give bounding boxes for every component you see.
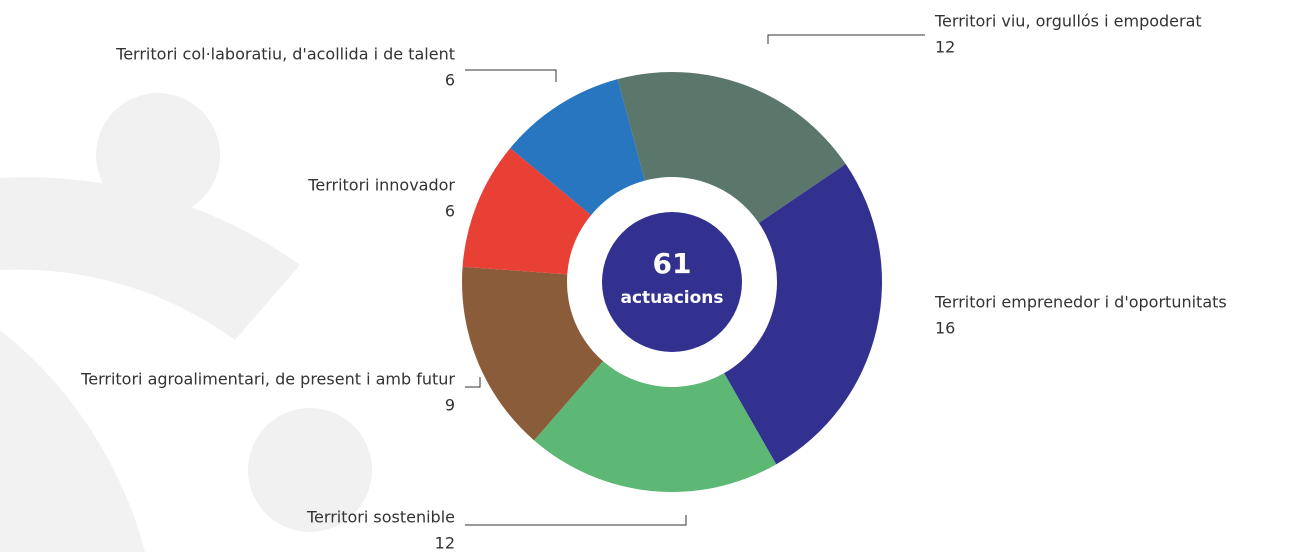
slice-value: 12 xyxy=(935,38,955,57)
background-decoration xyxy=(0,93,372,552)
center-circle xyxy=(602,212,742,352)
slice-label: Territori emprenedor i d'oportunitats xyxy=(934,293,1227,312)
chart: 61 actuacions Territori viu, orgullós i … xyxy=(0,0,1290,552)
total: 61 xyxy=(653,247,692,280)
slice-label: Territori viu, orgullós i empoderat xyxy=(934,12,1202,31)
slice-value: 16 xyxy=(935,319,955,338)
slice-value: 9 xyxy=(445,396,455,415)
slice-value: 6 xyxy=(445,202,455,221)
slice-label: Territori col·laboratiu, d'acollida i de… xyxy=(115,45,455,64)
slice-label: Territori sostenible xyxy=(306,508,455,527)
slice-value: 12 xyxy=(435,534,455,552)
total-label: actuacions xyxy=(620,288,723,308)
slice-value: 6 xyxy=(445,71,455,90)
slice-label: Territori agroalimentari, de present i a… xyxy=(80,370,455,389)
slice-label: Territori innovador xyxy=(307,176,455,195)
